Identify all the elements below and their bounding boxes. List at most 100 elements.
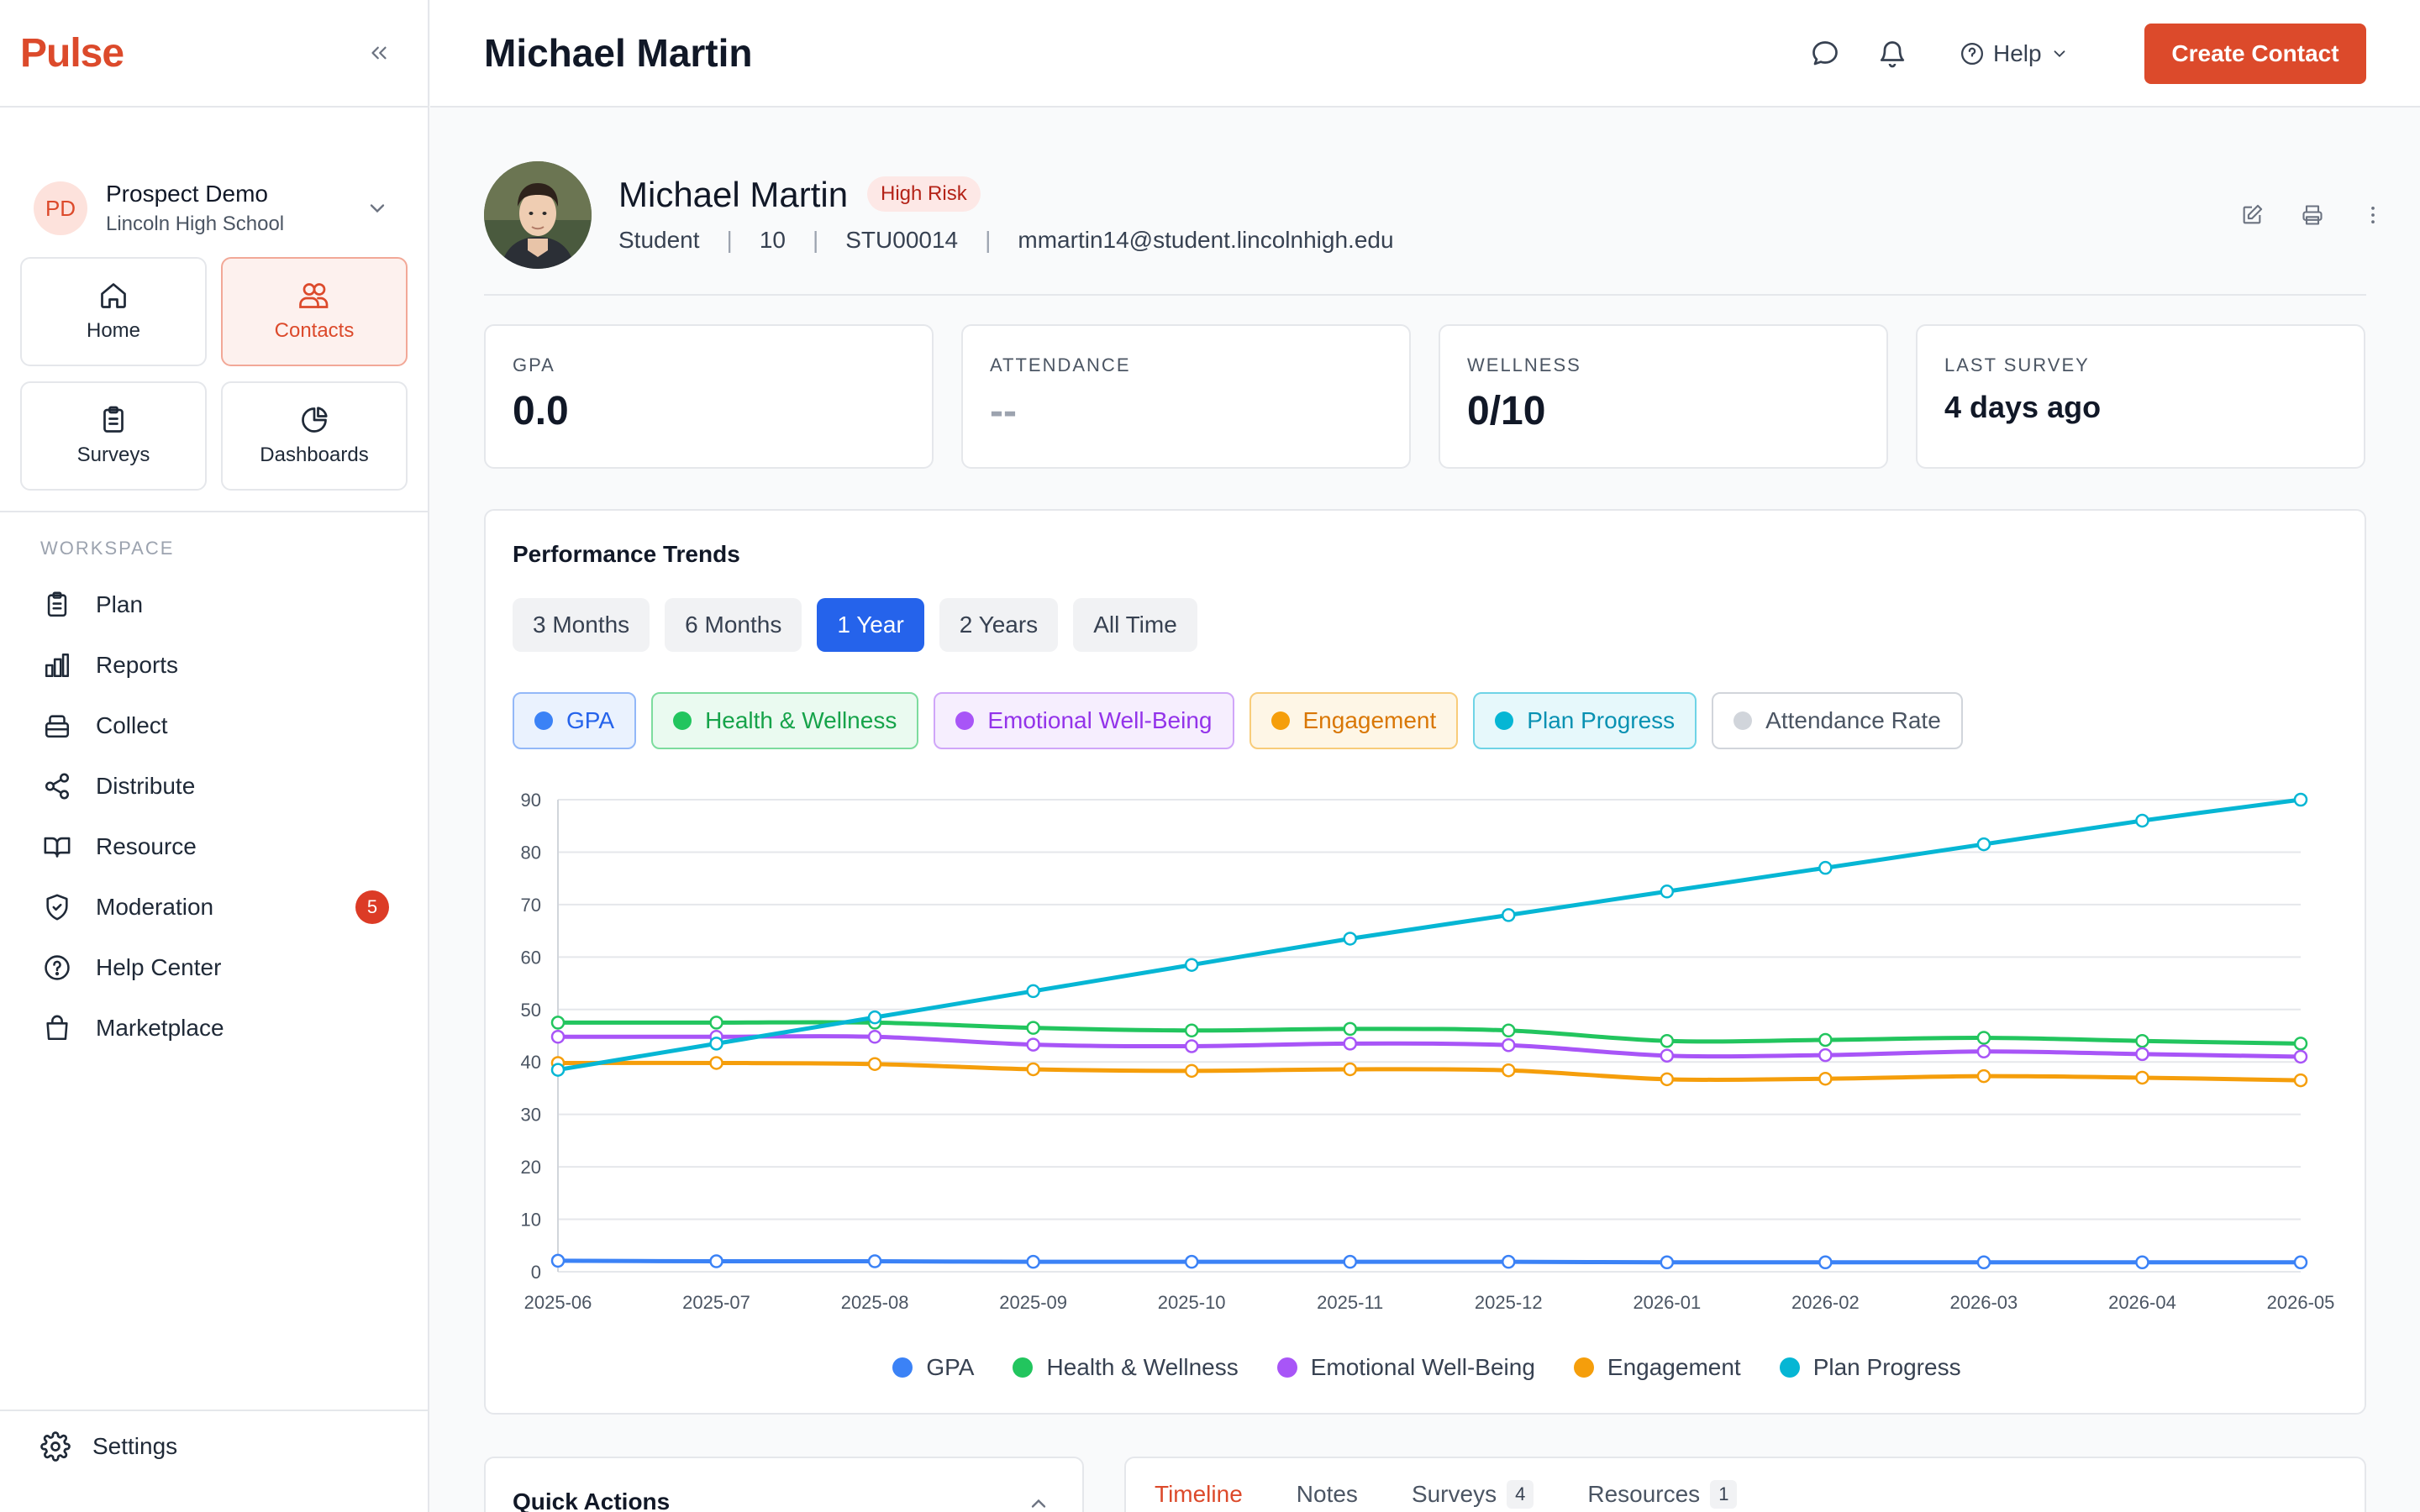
range-3-months[interactable]: 3 Months xyxy=(513,598,650,652)
tab-timeline[interactable]: Timeline xyxy=(1155,1480,1243,1509)
data-point-health-wellness xyxy=(709,1016,723,1030)
series-toggle-emotional-well-being[interactable]: Emotional Well-Being xyxy=(934,692,1234,749)
data-point-emotional-well-being xyxy=(1976,1044,1991,1058)
chat-icon[interactable] xyxy=(1808,37,1842,71)
x-tick-label: 2025-12 xyxy=(1475,1292,1543,1313)
bell-icon[interactable] xyxy=(1876,37,1909,71)
legend-color-dot xyxy=(892,1357,913,1378)
sidebar-item-collect[interactable]: Collect xyxy=(20,696,409,756)
trends-title: Performance Trends xyxy=(513,541,740,567)
legend-item[interactable]: GPA xyxy=(892,1354,974,1381)
sidebar-item-help-center[interactable]: Help Center xyxy=(20,937,409,998)
sidebar-item-label: Resource xyxy=(96,833,197,859)
data-point-engagement xyxy=(709,1056,723,1070)
quick-actions-title: Quick Actions xyxy=(513,1488,671,1512)
legend-item[interactable]: Plan Progress xyxy=(1779,1354,1961,1381)
tab-surveys[interactable]: Surveys 4 xyxy=(1412,1480,1534,1509)
series-toggle-plan-progress[interactable]: Plan Progress xyxy=(1473,692,1697,749)
contact-email[interactable]: mmartin14@student.lincolnhigh.edu xyxy=(1018,227,1394,253)
range-1-year[interactable]: 1 Year xyxy=(817,598,924,652)
sidebar-item-distribute[interactable]: Distribute xyxy=(20,756,409,816)
tile-contacts[interactable]: Contacts xyxy=(221,257,408,366)
sidebar-item-label: Collect xyxy=(96,712,168,738)
risk-badge: High Risk xyxy=(867,176,981,212)
series-line-gpa xyxy=(557,1258,2301,1265)
series-toggle-label: Health & Wellness xyxy=(705,707,897,733)
org-switcher[interactable]: PD Prospect Demo Lincoln High School xyxy=(0,108,428,272)
tile-surveys[interactable]: Surveys xyxy=(20,381,207,491)
share-icon xyxy=(40,769,74,803)
tab-resources[interactable]: Resources 1 xyxy=(1587,1480,1738,1509)
data-point-gpa xyxy=(1976,1255,1991,1270)
contact-grade: 10 xyxy=(759,227,786,253)
clipboard-icon xyxy=(103,406,124,433)
sidebar-item-moderation[interactable]: Moderation 5 xyxy=(20,877,409,937)
data-point-health-wellness xyxy=(1184,1023,1199,1038)
data-point-gpa xyxy=(1184,1254,1199,1269)
book-icon xyxy=(40,830,74,864)
activity-tabs: Timeline Notes Surveys 4 Resources 1 xyxy=(1155,1480,1738,1509)
x-tick-label: 2026-01 xyxy=(1633,1292,1701,1313)
series-color-dot xyxy=(1495,711,1514,730)
range-2-years[interactable]: 2 Years xyxy=(939,598,1059,652)
series-toggle-gpa[interactable]: GPA xyxy=(513,692,637,749)
data-point-health-wellness xyxy=(1026,1021,1040,1035)
settings-label: Settings xyxy=(92,1433,178,1459)
data-point-emotional-well-being xyxy=(1026,1037,1040,1052)
data-point-health-wellness xyxy=(1343,1021,1357,1037)
x-tick-label: 2025-08 xyxy=(841,1292,909,1313)
performance-trends-card: Performance Trends 3 Months 6 Months 1 Y… xyxy=(484,509,2366,1415)
sidebar-item-marketplace[interactable]: Marketplace xyxy=(20,998,409,1058)
sidebar-item-plan[interactable]: Plan xyxy=(20,575,409,635)
legend-color-dot xyxy=(1573,1357,1594,1378)
data-point-gpa xyxy=(2293,1255,2308,1270)
brand-bar: Pulse xyxy=(0,0,428,108)
tile-dashboards[interactable]: Dashboards xyxy=(221,381,408,491)
collapse-sidebar-icon[interactable] xyxy=(364,38,394,68)
stat-value: 0.0 xyxy=(513,389,569,433)
range-6-months[interactable]: 6 Months xyxy=(665,598,802,652)
series-toggle-health-wellness[interactable]: Health & Wellness xyxy=(651,692,919,749)
data-point-emotional-well-being xyxy=(1343,1037,1357,1051)
sidebar-item-label: Marketplace xyxy=(96,1015,224,1041)
data-point-health-wellness xyxy=(1976,1031,1991,1045)
chevron-up-icon[interactable] xyxy=(1022,1487,1055,1512)
series-color-dot xyxy=(955,711,975,730)
meta-separator: | xyxy=(985,227,992,253)
legend-item[interactable]: Emotional Well-Being xyxy=(1276,1354,1535,1381)
series-toggle-engagement[interactable]: Engagement xyxy=(1249,692,1459,749)
brand-logo[interactable]: Pulse xyxy=(20,30,124,76)
sidebar-item-reports[interactable]: Reports xyxy=(20,635,409,696)
sidebar: Pulse PD Prospect Demo Lincoln High Scho… xyxy=(0,0,429,1512)
sidebar-item-settings[interactable]: Settings xyxy=(40,1431,177,1462)
edit-icon[interactable] xyxy=(2235,198,2269,232)
help-circle-icon xyxy=(40,951,74,984)
tab-label: Timeline xyxy=(1155,1481,1243,1507)
series-toggles: GPA Health & Wellness Emotional Well-Being… xyxy=(513,692,1963,749)
help-menu-button[interactable]: Help xyxy=(1960,34,2069,74)
more-vertical-icon[interactable] xyxy=(2356,198,2390,232)
data-point-gpa xyxy=(1343,1254,1357,1269)
stat-card-wellness: WELLNESS 0/10 xyxy=(1439,324,1888,469)
data-point-emotional-well-being xyxy=(1184,1039,1199,1053)
data-point-plan-progress xyxy=(1026,984,1040,999)
create-contact-button[interactable]: Create Contact xyxy=(2144,24,2366,84)
data-point-health-wellness xyxy=(1660,1033,1675,1048)
legend-item[interactable]: Health & Wellness xyxy=(1013,1354,1239,1381)
range-all-time[interactable]: All Time xyxy=(1073,598,1197,652)
legend-item[interactable]: Engagement xyxy=(1573,1354,1741,1381)
data-point-engagement xyxy=(1026,1062,1040,1077)
stat-label: WELLNESS xyxy=(1467,354,1581,375)
y-tick-label: 80 xyxy=(521,842,541,863)
data-point-plan-progress xyxy=(1184,958,1199,972)
chevron-down-icon[interactable] xyxy=(360,192,394,225)
print-icon[interactable] xyxy=(2296,198,2329,232)
tab-notes[interactable]: Notes xyxy=(1297,1480,1358,1509)
contact-name: Michael Martin xyxy=(618,175,849,214)
tile-home[interactable]: Home xyxy=(20,257,207,366)
sidebar-item-resource[interactable]: Resource xyxy=(20,816,409,877)
series-toggle-attendance-rate[interactable]: Attendance Rate xyxy=(1712,692,1963,749)
data-point-health-wellness xyxy=(1502,1023,1516,1038)
data-point-emotional-well-being xyxy=(550,1029,566,1044)
legend-color-dot xyxy=(1276,1357,1297,1378)
